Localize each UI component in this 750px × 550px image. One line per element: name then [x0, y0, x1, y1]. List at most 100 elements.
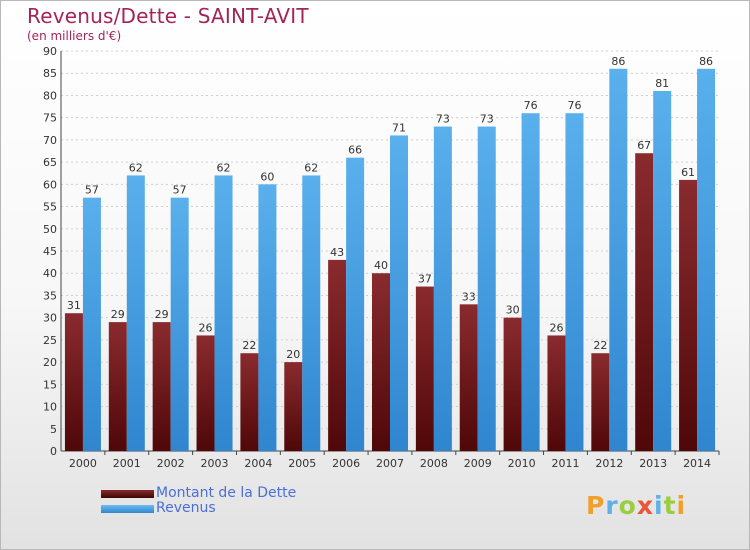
x-tick-label: 2006	[332, 457, 360, 470]
chart-title: Revenus/Dette - SAINT-AVIT	[27, 4, 309, 28]
y-tick-label: 0	[50, 445, 57, 458]
data-label-dette: 26	[199, 321, 213, 334]
y-tick-label: 45	[43, 245, 57, 258]
data-label-revenus: 62	[304, 161, 318, 174]
y-tick-label: 5	[50, 423, 57, 436]
x-tick-label: 2000	[69, 457, 97, 470]
data-label-dette: 22	[242, 339, 256, 352]
bar-dette	[284, 362, 303, 451]
bar-dette	[240, 353, 259, 451]
data-label-revenus: 62	[129, 161, 143, 174]
data-label-revenus: 86	[611, 55, 625, 68]
bar-dette	[415, 286, 434, 451]
logo-letter: o	[618, 491, 637, 520]
x-tick-label: 2009	[464, 457, 492, 470]
bar-dette	[459, 304, 478, 451]
bar-dette	[64, 313, 83, 451]
data-label-dette: 29	[155, 308, 169, 321]
bar-revenus	[653, 91, 672, 451]
bar-revenus	[214, 175, 233, 451]
data-label-revenus: 66	[348, 144, 362, 157]
y-tick-label: 10	[43, 401, 57, 414]
logo-letter: t	[663, 491, 677, 520]
logo-letter: r	[605, 491, 619, 520]
x-tick-label: 2008	[420, 457, 448, 470]
logo-letter: x	[636, 491, 654, 520]
bar-revenus	[390, 135, 408, 451]
data-label-dette: 29	[111, 308, 125, 321]
y-tick-label: 80	[43, 89, 57, 102]
bar-dette	[679, 179, 698, 451]
chart-subtitle: (en milliers d'€)	[27, 29, 122, 43]
bar-revenus	[521, 113, 540, 451]
logo-letter: i	[654, 491, 664, 520]
proxiti-logo: Proxiti	[586, 491, 686, 520]
bar-revenus	[170, 197, 189, 451]
x-tick-label: 2014	[683, 457, 711, 470]
x-tick-label: 2012	[595, 457, 623, 470]
bar-revenus	[82, 197, 101, 451]
data-label-revenus: 62	[217, 161, 231, 174]
bar-revenus	[477, 126, 496, 452]
bar-dette	[591, 353, 610, 451]
data-label-dette: 43	[330, 246, 344, 259]
legend-swatch-revenus	[101, 505, 154, 513]
y-tick-label: 70	[43, 134, 57, 147]
data-label-dette: 37	[418, 273, 432, 286]
bar-revenus	[697, 68, 716, 452]
data-label-dette: 30	[506, 304, 520, 317]
data-label-dette: 40	[374, 259, 388, 272]
data-label-dette: 61	[681, 166, 695, 179]
bar-dette	[503, 317, 522, 451]
logo-letter: P	[586, 491, 606, 520]
x-tick-label: 2005	[288, 457, 316, 470]
y-tick-label: 75	[43, 112, 57, 125]
data-label-dette: 20	[286, 348, 300, 361]
y-tick-label: 20	[43, 356, 57, 369]
data-label-revenus: 86	[699, 55, 713, 68]
data-label-revenus: 73	[436, 113, 450, 126]
x-tick-label: 2002	[157, 457, 185, 470]
data-label-revenus: 76	[524, 99, 538, 112]
x-tick-label: 2007	[376, 457, 404, 470]
bar-dette	[635, 153, 654, 451]
x-tick-label: 2001	[113, 457, 141, 470]
y-tick-label: 35	[43, 289, 57, 302]
data-label-dette: 26	[549, 321, 563, 334]
bar-dette	[328, 259, 347, 451]
bar-dette	[547, 335, 566, 451]
y-tick-label: 65	[43, 156, 57, 169]
data-label-revenus: 81	[655, 77, 669, 90]
data-label-dette: 22	[593, 339, 607, 352]
x-tick-label: 2010	[508, 457, 536, 470]
y-tick-label: 90	[43, 45, 57, 58]
y-tick-label: 15	[43, 378, 57, 391]
bar-revenus	[609, 68, 628, 452]
data-label-revenus: 71	[392, 121, 406, 134]
y-tick-label: 25	[43, 334, 57, 347]
bar-revenus	[565, 113, 584, 451]
data-label-dette: 31	[67, 299, 81, 312]
logo-letter: i	[676, 491, 687, 520]
data-label-revenus: 57	[85, 184, 99, 197]
x-tick-label: 2004	[244, 457, 272, 470]
x-tick-label: 2013	[639, 457, 667, 470]
data-label-revenus: 60	[260, 170, 274, 183]
y-tick-label: 55	[43, 201, 57, 214]
y-tick-label: 30	[43, 312, 57, 325]
x-tick-label: 2011	[551, 457, 579, 470]
bar-revenus	[126, 175, 145, 451]
data-label-revenus: 57	[173, 184, 187, 197]
bar-dette	[196, 335, 215, 451]
y-tick-label: 85	[43, 67, 57, 80]
y-tick-label: 50	[43, 223, 57, 236]
y-tick-label: 40	[43, 267, 57, 280]
x-tick-label: 2003	[201, 457, 229, 470]
y-tick-label: 60	[43, 178, 57, 191]
data-label-dette: 33	[462, 290, 476, 303]
bar-revenus	[346, 157, 365, 451]
legend-swatch-dette	[101, 490, 154, 498]
bar-dette	[152, 322, 171, 451]
bar-revenus	[258, 184, 277, 452]
